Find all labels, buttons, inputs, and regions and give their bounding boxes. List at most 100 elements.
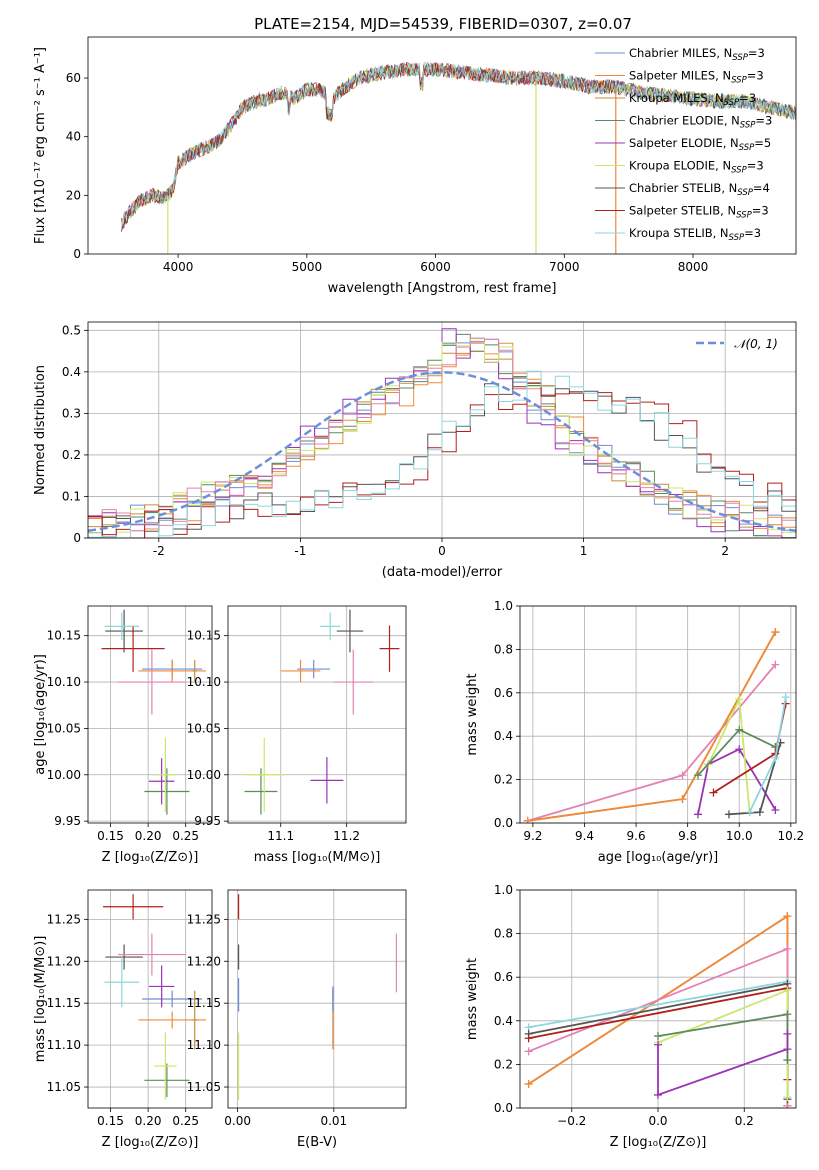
x-tick-label: 8000 (678, 260, 709, 274)
mass-weight-marker (654, 1040, 662, 1049)
errorbar-point (118, 649, 186, 715)
legend-label: Kroupa ELODIE, NSSP=3 (629, 159, 764, 176)
y-tick-label: 0 (73, 531, 81, 545)
errorbar-point (148, 965, 175, 1008)
errorbar-point (144, 1063, 190, 1098)
errorbar-point (142, 990, 203, 1008)
x-tick-label: 6000 (420, 260, 451, 274)
spectrum-axes: 4000 5000 6000 7000 8000 0 20 40 60 wavelength [A… (33, 36, 797, 296)
mass-weight-marker (724, 810, 733, 819)
x-tick-label: 0.0 (648, 1114, 667, 1128)
y-tick-label: 9.95 (54, 814, 81, 828)
residual-histogram (88, 338, 796, 537)
residuals-plot-area (88, 328, 796, 538)
mass-weight-line (657, 988, 789, 1098)
y-tick-label: 0.0 (494, 816, 513, 830)
legend-label: Kroupa STELIB, NSSP=3 (629, 226, 761, 243)
x-tick-label: 4000 (163, 260, 194, 274)
y-tick-label: 10.10 (47, 675, 81, 689)
x-axis-label: Z [log₁₀(Z/Z⊙)] (102, 850, 199, 865)
y-tick-label: 10.05 (187, 721, 221, 735)
x-tick-label: 2 (721, 544, 729, 558)
normal-curve (88, 371, 796, 532)
mass-weight-marker (783, 1045, 792, 1054)
mass-weight-marker (771, 753, 780, 762)
mass-vs-Z-plot-area (103, 894, 206, 1100)
y-tick-label: 0.8 (494, 927, 513, 941)
y-tick-label: 10.05 (47, 721, 81, 735)
mass-weight-line (527, 631, 777, 822)
y-tick-label: 0 (73, 247, 81, 261)
legend-label: Salpeter MILES, NSSP=3 (629, 69, 764, 86)
y-tick-label: 0.4 (494, 1014, 513, 1028)
mass-weight-marker (783, 944, 792, 953)
x-tick-label: 0 (438, 544, 446, 558)
y-tick-label: 11.20 (47, 954, 81, 968)
x-axis-label: mass [log₁₀(M/M⊙)] (254, 850, 381, 865)
mass-weight-marker (524, 1034, 533, 1043)
age-vs-mass-axes: 11.1 11.2 9.95 10.00 10.05 10.10 10.15 mass [lo… (187, 605, 407, 865)
x-tick-label: 10.0 (726, 829, 753, 843)
legend-label: Chabrier MILES, NSSP=3 (629, 46, 765, 63)
errorbar-point (104, 612, 140, 641)
residual-histogram (88, 338, 796, 534)
massweight-vs-Z-plot-area (524, 912, 792, 1108)
spectrum-model-line (121, 62, 796, 232)
y-tick-label: 40 (66, 130, 81, 144)
mass-weight-marker (755, 808, 764, 817)
spectrum-model-line (121, 61, 796, 228)
x-tick-label: 0.20 (135, 829, 162, 843)
age-vs-Z-axes: 0.15 0.20 0.25 9.95 10.00 10.05 10.10 10.15 Z [l… (33, 605, 213, 865)
mass-weight-marker (771, 628, 780, 637)
y-tick-label: 0.8 (494, 642, 513, 656)
mass-weight-marker (783, 1093, 792, 1102)
errorbar-point (104, 957, 140, 1008)
errorbar-point (336, 609, 364, 653)
spectrum-frame (87, 36, 797, 255)
y-tick-label: 0.2 (62, 448, 81, 462)
y-tick-label: 0.2 (494, 1057, 513, 1071)
mass-weight-marker (735, 745, 744, 754)
mass-weight-marker (654, 1032, 662, 1041)
y-tick-label: 1.0 (494, 883, 513, 897)
errorbar-point (154, 1032, 177, 1100)
mass-weight-line (527, 664, 777, 822)
mass-weight-marker (781, 693, 790, 702)
x-tick-label: 5000 (292, 260, 323, 274)
y-tick-label: 0.1 (62, 489, 81, 503)
y-tick-label: 11.05 (47, 1080, 81, 1094)
y-tick-label: 9.95 (194, 814, 221, 828)
errorbar-point (154, 737, 177, 812)
legend-label: Salpeter STELIB, NSSP=3 (629, 204, 769, 221)
spectrum-model-line (121, 61, 616, 232)
x-tick-label: 0.15 (97, 829, 124, 843)
x-tick-label: 0.01 (320, 1114, 347, 1128)
mass-vs-ebv-axes: 0.00 0.01 11.05 11.10 11.15 11.20 11.25 E(B-V) (187, 889, 407, 1150)
massweight-vs-age-plot-area (523, 628, 790, 823)
mass-weight-marker (693, 810, 702, 819)
mass-vs-ebv-frame (227, 889, 407, 1109)
massweight-vs-age-axes: 9.2 9.4 9.6 9.8 10.0 10.2 0.0 0.2 0.4 0.6 0.8 1.0 ag… (465, 599, 804, 865)
x-axis-label: Z [log₁₀(Z/Z⊙)] (610, 1135, 707, 1150)
mass-weight-marker (735, 695, 744, 704)
legend-label: Kroupa MILES, NSSP=3 (629, 91, 756, 108)
mass-weight-marker (709, 788, 718, 797)
x-tick-label: 0.15 (97, 1114, 124, 1128)
errorbar-point (103, 894, 164, 920)
residual-histogram (88, 370, 796, 538)
y-tick-label: 0.2 (494, 773, 513, 787)
mass-weight-line (748, 696, 787, 813)
y-axis-label: Flux [fλ10⁻¹⁷ erg cm⁻² s⁻¹ A⁻¹] (33, 47, 48, 244)
x-tick-label: 9.4 (575, 829, 594, 843)
y-tick-label: 20 (66, 188, 81, 202)
errorbar-point (280, 659, 321, 683)
mass-weight-line (657, 1033, 789, 1097)
y-tick-label: 11.10 (47, 1038, 81, 1052)
age-vs-Z-plot-area (101, 609, 206, 815)
errorbar-point (244, 737, 285, 812)
x-axis-label: (data-model)/error (382, 565, 503, 580)
y-tick-label: 10.00 (187, 768, 221, 782)
y-tick-label: 0.4 (62, 365, 81, 379)
mass-weight-marker (678, 795, 687, 804)
y-tick-label: 0.0 (494, 1101, 513, 1115)
